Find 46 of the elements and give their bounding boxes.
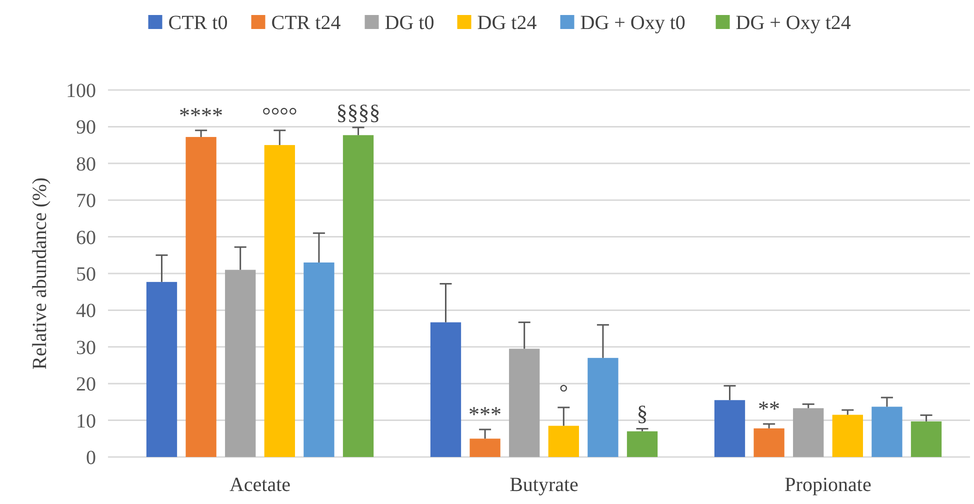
legend-label: DG + Oxy t24 <box>736 12 851 34</box>
y-tick-label: 80 <box>76 153 96 176</box>
bar <box>146 282 178 457</box>
x-tick-label: Acetate <box>229 474 291 496</box>
legend-label: DG + Oxy t0 <box>580 12 686 34</box>
bar <box>470 438 500 457</box>
data-label: § <box>636 400 648 426</box>
y-tick-label: 100 <box>66 80 96 102</box>
y-tick-label: 70 <box>76 190 96 212</box>
bar <box>264 145 295 457</box>
bar <box>754 428 784 457</box>
legend-label: CTR t0 <box>168 12 228 34</box>
bar <box>910 421 942 457</box>
bar <box>872 406 902 457</box>
data-label: ** <box>758 396 780 421</box>
bar <box>430 322 462 457</box>
data-label: °°°° <box>262 102 298 128</box>
x-tick-label: Propionate <box>784 474 872 496</box>
bar <box>304 262 334 457</box>
y-tick-label: 0 <box>86 447 96 469</box>
bar <box>186 136 216 457</box>
y-tick-label: 50 <box>76 264 96 286</box>
bar <box>714 400 746 457</box>
bar <box>793 408 824 457</box>
y-tick-label: 40 <box>76 300 96 322</box>
data-label: **** <box>179 102 224 128</box>
y-tick-label: 20 <box>76 374 96 396</box>
bar <box>548 426 579 457</box>
legend-label: CTR t24 <box>271 12 341 34</box>
bar <box>588 358 618 457</box>
bar <box>832 414 863 457</box>
bar <box>626 431 658 457</box>
y-tick-label: 60 <box>76 226 96 249</box>
data-label: *** <box>468 401 502 426</box>
data-label: ° <box>559 379 568 404</box>
y-tick-label: 30 <box>76 336 96 359</box>
bar <box>342 135 374 457</box>
bar <box>225 270 256 457</box>
legend-label: DG t0 <box>384 12 434 34</box>
x-tick-label: Butyrate <box>510 474 579 496</box>
bar <box>509 348 540 457</box>
y-tick-label: 10 <box>76 410 96 432</box>
legend-label: DG t24 <box>477 12 537 34</box>
y-axis-title: Relative abundance (%) <box>29 177 51 370</box>
data-label: §§§§ <box>336 99 380 124</box>
y-tick-label: 90 <box>76 116 96 139</box>
